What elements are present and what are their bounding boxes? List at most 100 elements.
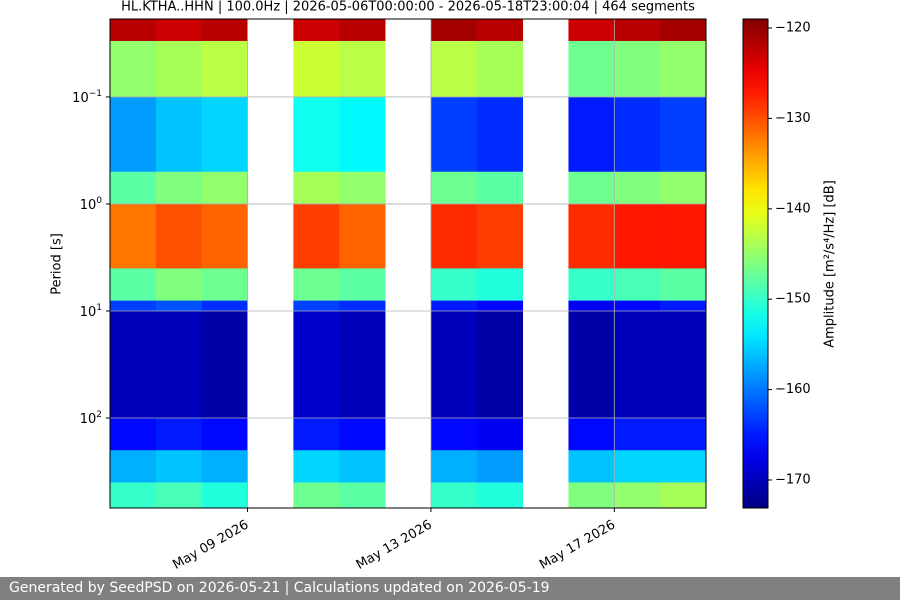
heatmap-cell xyxy=(339,19,386,42)
heatmap-cell xyxy=(201,300,248,312)
heatmap-cell xyxy=(660,450,707,483)
heatmap-cell xyxy=(660,482,707,509)
heatmap-cell xyxy=(110,96,157,173)
y-tick-exponent: 1 xyxy=(96,303,102,313)
heatmap-cell xyxy=(476,450,524,483)
heatmap-cell xyxy=(614,96,661,173)
heatmap-cell xyxy=(614,300,661,312)
heatmap-cell xyxy=(476,203,524,269)
heatmap-cell xyxy=(339,310,386,419)
heatmap-cell xyxy=(430,203,478,269)
heatmap-cell xyxy=(110,310,157,419)
y-tick-label: 101 xyxy=(80,303,102,320)
colorbar-label: Amplitude [m²/s⁴/Hz] [dB] xyxy=(823,180,838,348)
heatmap-cell xyxy=(201,310,248,419)
heatmap-cell xyxy=(614,171,661,205)
heatmap-cell xyxy=(110,203,157,269)
heatmap-cell xyxy=(614,203,661,269)
heatmap-cell xyxy=(430,19,478,42)
y-tick-base: 10 xyxy=(80,412,97,427)
colorbar-tick-label: −130 xyxy=(775,111,811,126)
y-tick-base: 10 xyxy=(80,305,97,320)
heatmap-cell xyxy=(568,40,615,98)
heatmap-cell xyxy=(155,482,203,509)
colorbar-tick-label: −150 xyxy=(775,292,811,307)
x-tick-label: May 17 2026 xyxy=(537,518,618,573)
heatmap-cell xyxy=(293,19,340,42)
heatmap-cell xyxy=(339,300,386,312)
heatmap-cell xyxy=(568,19,615,42)
heatmap-cell xyxy=(568,203,615,269)
heatmap-cell xyxy=(430,450,478,483)
heatmap-cell xyxy=(568,310,615,419)
heatmap-cell xyxy=(476,418,524,451)
y-tick-base: 10 xyxy=(72,91,89,106)
heatmap-cell xyxy=(614,482,661,509)
plot-frame xyxy=(109,18,707,509)
heatmap-cell xyxy=(201,40,248,98)
heatmap-cell xyxy=(110,19,157,42)
heatmap-cell xyxy=(660,300,707,312)
y-tick-exponent: 2 xyxy=(96,410,102,420)
y-tick-exponent: −1 xyxy=(89,89,102,99)
heatmap-cell xyxy=(339,268,386,302)
heatmap-cell xyxy=(568,171,615,205)
x-tick-label: May 09 2026 xyxy=(170,518,251,573)
heatmap-cell xyxy=(293,40,340,98)
heatmap-cell xyxy=(155,203,203,269)
heatmap-cell xyxy=(339,96,386,173)
heatmap-cell xyxy=(660,418,707,451)
heatmap-cell xyxy=(110,418,157,451)
colorbar-tick-label: −120 xyxy=(775,21,811,36)
chart: HL.KTHA..HHN | 100.0Hz | 2026-05-06T00:0… xyxy=(50,0,838,573)
colorbar-tick-label: −160 xyxy=(775,382,811,397)
heatmap-cell xyxy=(201,268,248,302)
heatmap-cell xyxy=(568,450,615,483)
heatmap-cell xyxy=(293,96,340,173)
y-tick-base: 10 xyxy=(80,198,97,213)
heatmap-cell xyxy=(568,268,615,302)
heatmap-cell xyxy=(568,482,615,509)
heatmap-cell xyxy=(201,96,248,173)
heatmap-cell xyxy=(339,450,386,483)
y-tick-exponent: 0 xyxy=(96,196,102,206)
heatmap-cell xyxy=(201,450,248,483)
heatmap-cell xyxy=(476,96,524,173)
heatmap-cell xyxy=(201,203,248,269)
heatmap-cell xyxy=(476,19,524,42)
heatmap-cell xyxy=(155,300,203,312)
heatmap-cell xyxy=(339,40,386,98)
heatmap-cell xyxy=(614,450,661,483)
heatmap-cell xyxy=(430,268,478,302)
heatmap-cell xyxy=(293,268,340,302)
heatmap-cell xyxy=(155,310,203,419)
heatmap-cell xyxy=(660,40,707,98)
heatmap-cell xyxy=(201,19,248,42)
x-tick-label: May 13 2026 xyxy=(354,518,435,573)
heatmap-cell xyxy=(155,418,203,451)
heatmap-cell xyxy=(110,450,157,483)
heatmap-cell xyxy=(201,418,248,451)
heatmap-cell xyxy=(660,96,707,173)
heatmap-cell xyxy=(660,203,707,269)
heatmap-cell xyxy=(660,268,707,302)
heatmap-cell xyxy=(568,418,615,451)
heatmap-cell xyxy=(476,300,524,312)
heatmap-cell xyxy=(155,268,203,302)
heatmap-cell xyxy=(293,450,340,483)
heatmap-cell xyxy=(201,482,248,509)
heatmap-cell xyxy=(155,171,203,205)
heatmap-cell xyxy=(614,310,661,419)
heatmap-cell xyxy=(476,310,524,419)
heatmap-cell xyxy=(430,418,478,451)
heatmap-cell xyxy=(430,96,478,173)
heatmap-cell xyxy=(293,310,340,419)
heatmap-cell xyxy=(614,268,661,302)
heatmap-cell xyxy=(660,171,707,205)
heatmap-cell xyxy=(614,418,661,451)
heatmap-cell xyxy=(155,40,203,98)
heatmap-cell xyxy=(339,171,386,205)
heatmap-cell xyxy=(110,268,157,302)
heatmap-cell xyxy=(430,40,478,98)
